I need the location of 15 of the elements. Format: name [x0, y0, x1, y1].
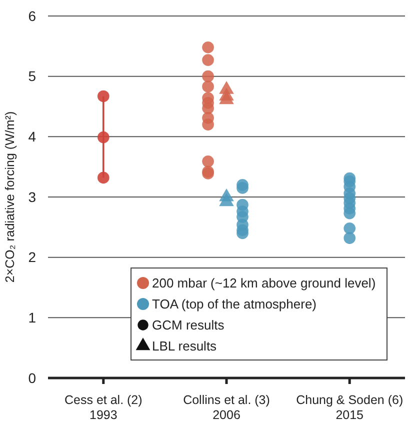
legend-label: TOA (top of the atmosphere) — [152, 296, 317, 312]
y-tick-label: 4 — [28, 128, 36, 145]
y-tick-label: 0 — [28, 370, 36, 386]
annotation: LBL results — [152, 338, 218, 354]
y-tick-label: 1 — [28, 310, 36, 326]
y-tick-label: 5 — [28, 68, 36, 84]
x-tick-label: Collins et al. (3) 2006 — [183, 393, 270, 422]
legend-label: 200 mbar (~12 km above ground level) — [152, 276, 376, 291]
x-tick-label: Chung & Soden (6) 2015 — [296, 393, 404, 422]
y-axis-title: 2×CO₂ radiative forcing (W/m²) — [3, 111, 17, 283]
annotation: GCM results — [152, 318, 225, 333]
y-tick-label: 3 — [28, 188, 36, 205]
y-tick-label: 6 — [28, 8, 36, 24]
x-tick-label: Cess et al. (2) 1993 — [64, 393, 142, 422]
y-tick-label: 2 — [28, 249, 36, 266]
